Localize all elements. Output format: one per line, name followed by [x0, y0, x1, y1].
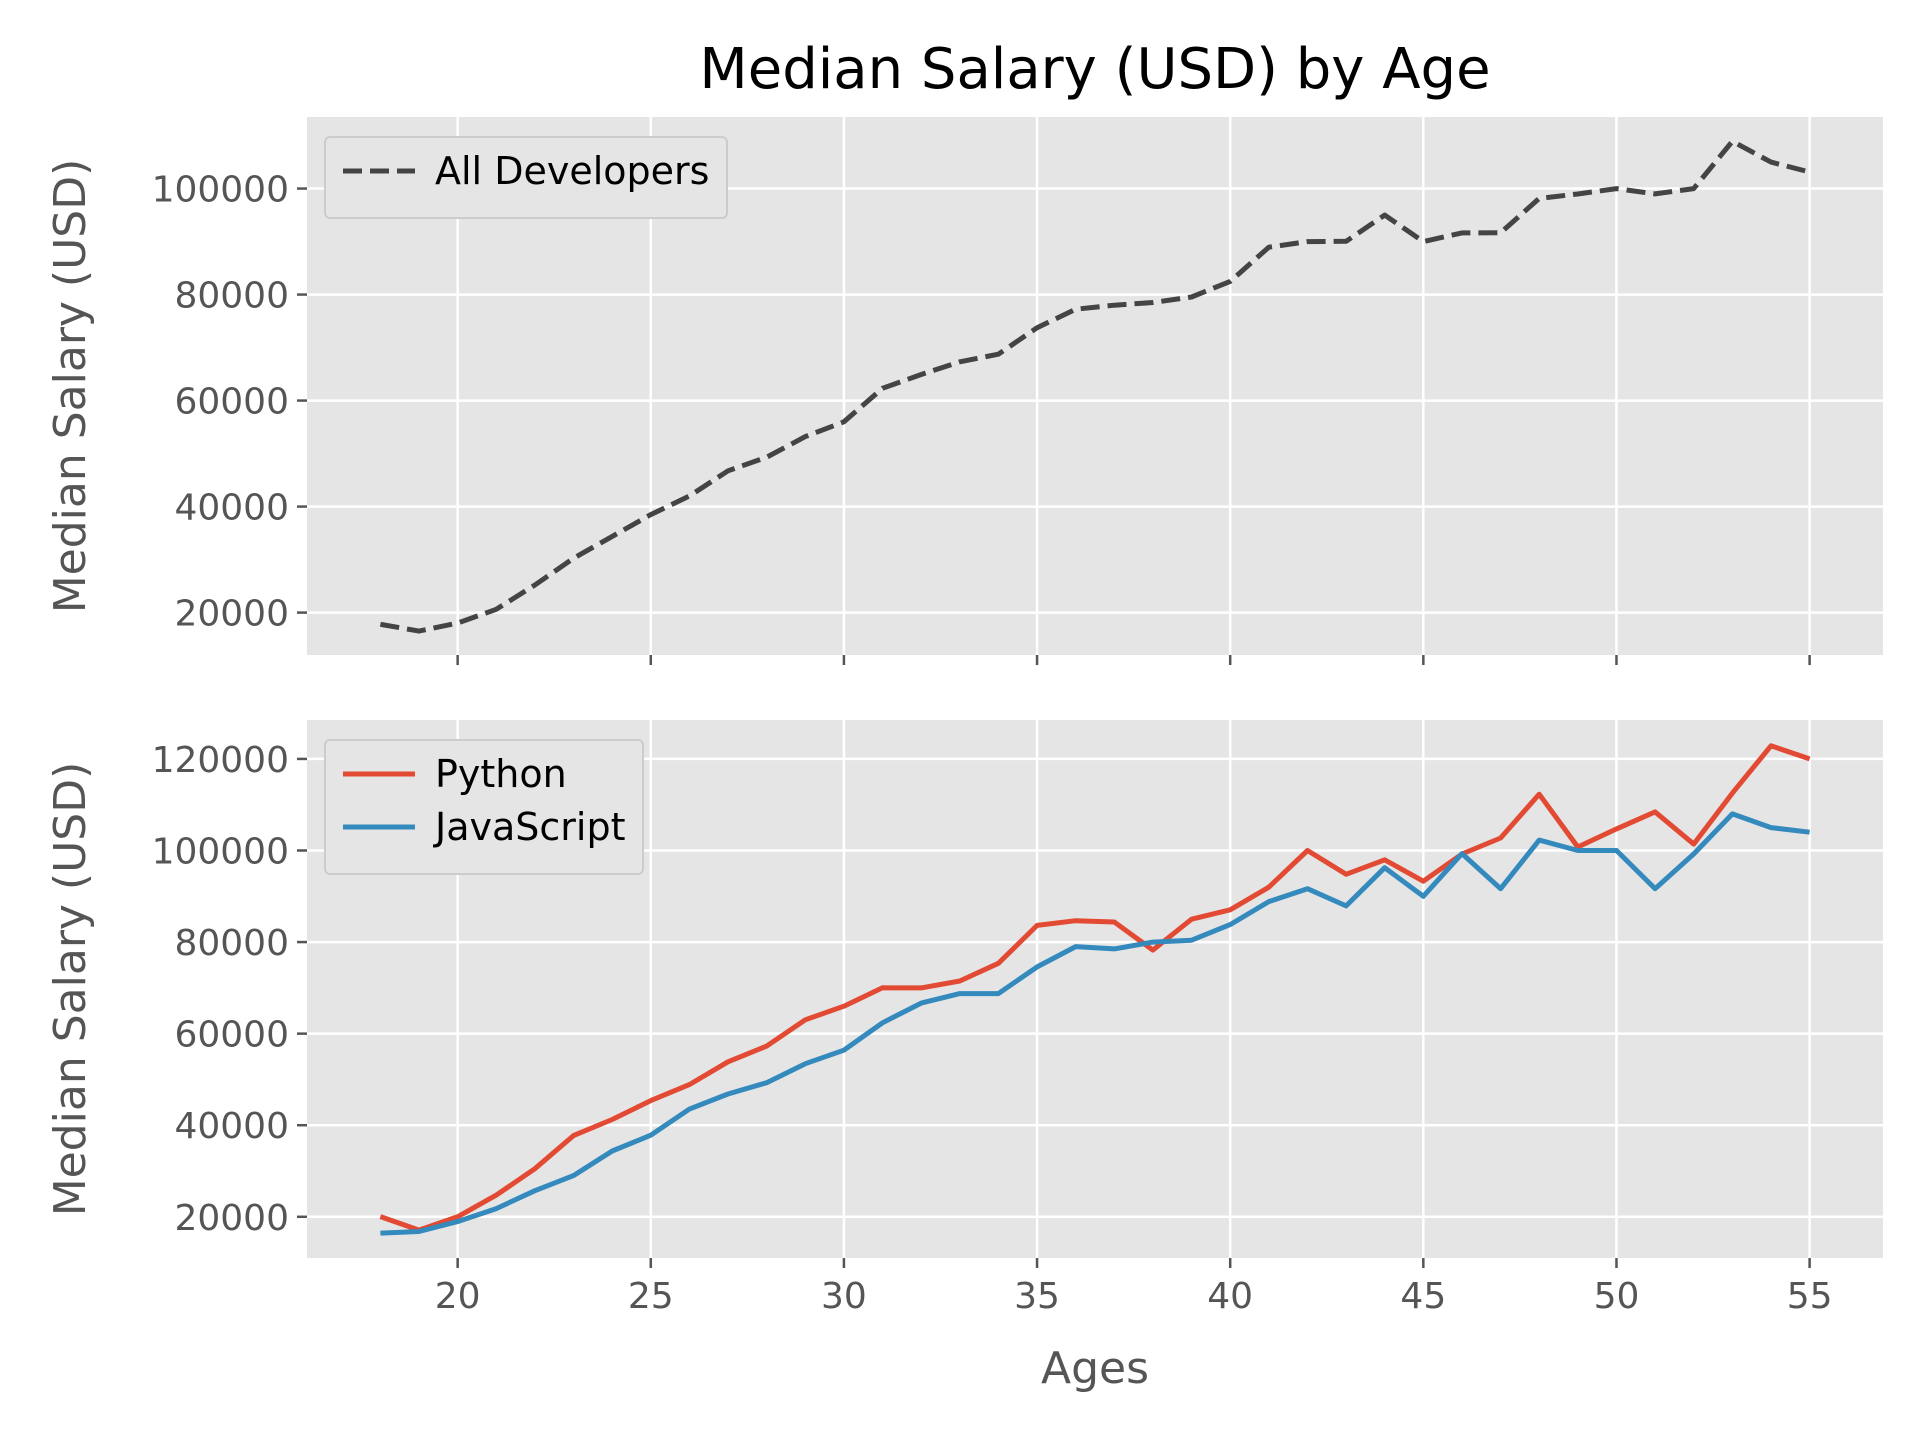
- legend: Python JavaScript: [324, 739, 644, 875]
- y-tick-label: 20000: [174, 1198, 289, 1239]
- y-tick-label: 80000: [174, 276, 289, 317]
- y-tick-label: 100000: [152, 831, 289, 872]
- x-tick-label: 55: [1787, 1276, 1833, 1317]
- series-line-all-developers: [379, 138, 1811, 634]
- y-axis-label: Median Salary (USD): [45, 159, 96, 614]
- y-tick-label: 40000: [174, 1106, 289, 1147]
- y-tick-label: 40000: [174, 488, 289, 529]
- y-tick-label: 120000: [152, 740, 289, 781]
- y-axis-label: Median Salary (USD): [45, 762, 96, 1217]
- legend-label-python: Python: [435, 752, 567, 796]
- legend: All Developers: [324, 136, 728, 219]
- subplot-python-javascript: 20 25 30 35 40 45 50 55 20000 40000 60000 80000 1000…: [45, 720, 1883, 1317]
- x-tick-label: 35: [1014, 1276, 1060, 1317]
- x-tick-label: 20: [435, 1276, 481, 1317]
- chart-title: Median Salary (USD) by Age: [699, 37, 1490, 102]
- y-tick-label: 20000: [174, 594, 289, 635]
- legend-label-javascript: JavaScript: [433, 805, 625, 849]
- x-tick-label: 50: [1594, 1276, 1640, 1317]
- x-tick-label: 25: [628, 1276, 674, 1317]
- x-axis-label: Ages: [1041, 1343, 1149, 1394]
- subplot-all-developers: 20000 40000 60000 80000 100000 Median Salary …: [45, 117, 1883, 665]
- y-tick-label: 80000: [174, 923, 289, 964]
- legend-label-all-developers: All Developers: [435, 149, 709, 193]
- legend-box: [324, 136, 728, 219]
- y-tick-label: 100000: [152, 170, 289, 211]
- x-tick-label: 40: [1207, 1276, 1253, 1317]
- y-tick-label: 60000: [174, 382, 289, 423]
- x-tick-label: 45: [1400, 1276, 1446, 1317]
- y-tick-label: 60000: [174, 1015, 289, 1056]
- series-line-javascript: [380, 811, 1810, 1236]
- series-line-python: [379, 743, 1811, 1233]
- x-tick-label: 30: [821, 1276, 867, 1317]
